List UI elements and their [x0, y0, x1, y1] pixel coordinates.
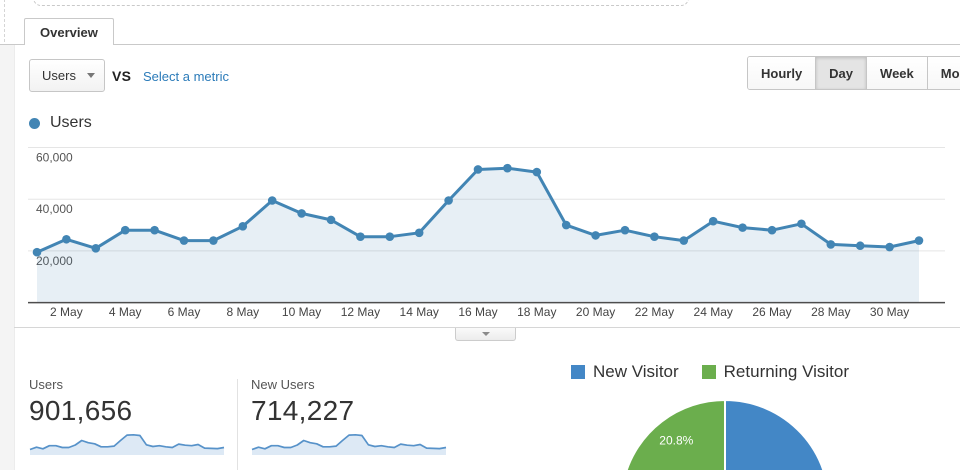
returning-visitor-swatch-icon	[701, 365, 716, 379]
svg-text:40,000: 40,000	[36, 202, 73, 216]
tab-bar	[0, 44, 960, 45]
svg-text:30 May: 30 May	[870, 305, 909, 319]
expand-chart-button[interactable]	[455, 328, 516, 341]
tab-overview-label: Overview	[40, 24, 98, 40]
svg-text:12 May: 12 May	[341, 305, 380, 319]
users-sparkline	[29, 433, 225, 455]
vs-label: VS	[112, 68, 132, 84]
svg-text:20,000: 20,000	[36, 254, 73, 268]
pie-percent-label: 20.8%	[659, 433, 693, 447]
users-summary-card[interactable]: Users 901,656	[29, 377, 226, 460]
cropped-dashed-edge	[4, 0, 5, 42]
new-visitor-legend-item: New Visitor	[571, 362, 679, 382]
svg-text:24 May: 24 May	[694, 305, 733, 319]
svg-text:4 May: 4 May	[109, 305, 142, 319]
chevron-down-icon	[87, 73, 95, 78]
chevron-down-icon	[481, 332, 490, 336]
new-visitor-label: New Visitor	[593, 362, 679, 381]
new-users-card-value: 714,227	[251, 395, 355, 426]
svg-text:10 May: 10 May	[282, 305, 321, 319]
new-users-sparkline	[251, 433, 447, 455]
users-card-value: 901,656	[29, 395, 133, 426]
new-users-card-label: New Users	[251, 377, 315, 392]
users-series-label: Users	[50, 114, 92, 131]
users-line-chart[interactable]: 20,000 40,000 60,000 2 May 4 May 6 May 8 May 10…	[0, 0, 960, 330]
day-button[interactable]: Day	[816, 57, 868, 89]
svg-text:6 May: 6 May	[168, 305, 201, 319]
returning-visitor-label: Returning Visitor	[723, 362, 850, 381]
svg-text:20 May: 20 May	[576, 305, 615, 319]
svg-text:26 May: 26 May	[752, 305, 791, 319]
tab-overview[interactable]: Overview	[24, 18, 114, 45]
svg-text:14 May: 14 May	[400, 305, 439, 319]
new-visitor-swatch-icon	[571, 365, 585, 379]
metric-dropdown-value: Users	[42, 68, 76, 83]
metric-dropdown[interactable]: Users	[29, 59, 105, 92]
svg-text:60,000: 60,000	[36, 151, 73, 165]
week-button[interactable]: Week	[867, 57, 928, 89]
svg-text:16 May: 16 May	[458, 305, 497, 319]
month-button[interactable]: Month	[927, 57, 960, 89]
chart-bottom-separator	[14, 327, 960, 328]
users-series-dot-icon	[29, 118, 40, 129]
svg-text:2 May: 2 May	[50, 305, 83, 319]
granularity-button-group: Hourly Day Week Month	[747, 56, 960, 90]
returning-visitor-legend-item: Returning Visitor	[701, 362, 850, 382]
card-divider	[237, 379, 238, 470]
hourly-button[interactable]: Hourly	[748, 57, 817, 89]
users-card-label: Users	[29, 377, 63, 392]
visitor-type-pie-chart[interactable]: 20.8%	[590, 396, 870, 470]
new-users-summary-card[interactable]: New Users 714,227	[251, 377, 448, 460]
page-gutter	[0, 45, 15, 470]
visitor-type-legend: New Visitor Returning Visitor	[571, 362, 863, 382]
svg-text:18 May: 18 May	[517, 305, 556, 319]
select-metric-link[interactable]: Select a metric	[143, 69, 229, 84]
svg-text:8 May: 8 May	[226, 305, 259, 319]
svg-text:22 May: 22 May	[635, 305, 674, 319]
svg-text:28 May: 28 May	[811, 305, 850, 319]
